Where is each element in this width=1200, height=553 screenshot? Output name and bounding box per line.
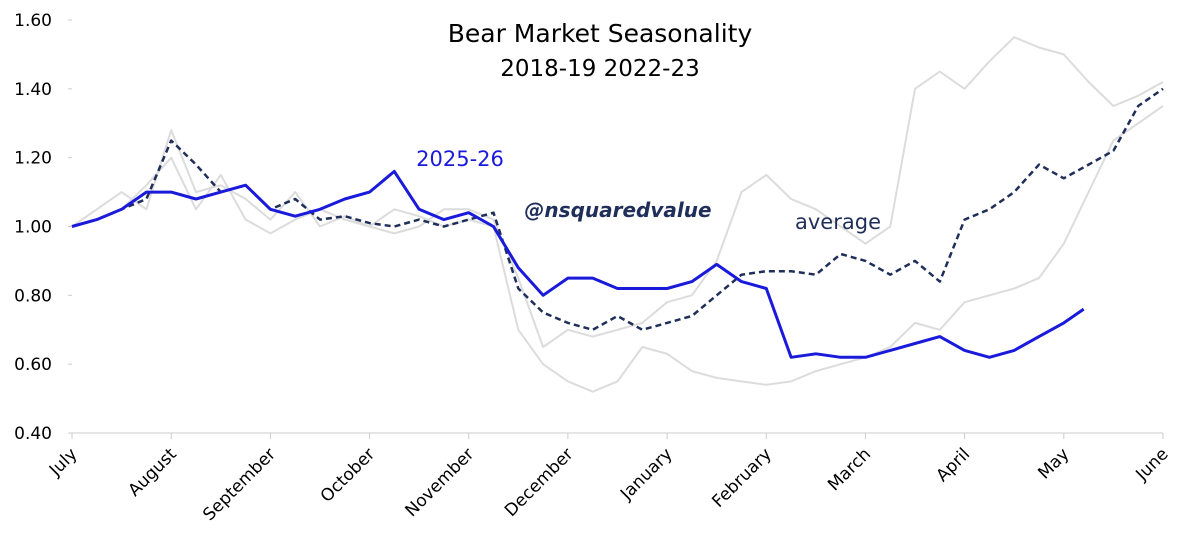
x-tick-label: November (402, 444, 479, 521)
x-tick-label: October (317, 444, 379, 506)
y-tick-label: 0.60 (14, 355, 52, 375)
y-tick-label: 0.80 (14, 286, 52, 306)
line (71, 36, 1164, 348)
x-tick-label: May (1034, 444, 1073, 483)
series-label: average (795, 210, 881, 234)
x-tick-label: June (1132, 444, 1173, 485)
x-tick-label: December (501, 444, 577, 520)
x-tick-label: January (616, 444, 676, 504)
x-tick-label: July (45, 444, 81, 480)
x-tick-label: September (199, 444, 280, 525)
y-tick-label: 1.40 (14, 80, 52, 100)
x-tick-label: August (125, 444, 181, 500)
y-tick-label: 0.40 (14, 424, 52, 444)
x-tick-label: March (824, 444, 875, 495)
line (71, 105, 1164, 393)
y-tick-label: 1.60 (14, 11, 52, 31)
watermark: @nsquaredvalue (524, 198, 711, 222)
y-tick-label: 1.00 (14, 218, 52, 238)
chart-subtitle: 2018-19 2022-23 (500, 56, 700, 82)
series-label: 2025-26 (416, 147, 504, 171)
y-tick-label: 1.20 (14, 149, 52, 169)
line (71, 169, 1085, 359)
chart-title: Bear Market Seasonality (448, 19, 753, 48)
x-tick-label: April (933, 444, 975, 486)
x-tick-label: February (708, 444, 775, 511)
